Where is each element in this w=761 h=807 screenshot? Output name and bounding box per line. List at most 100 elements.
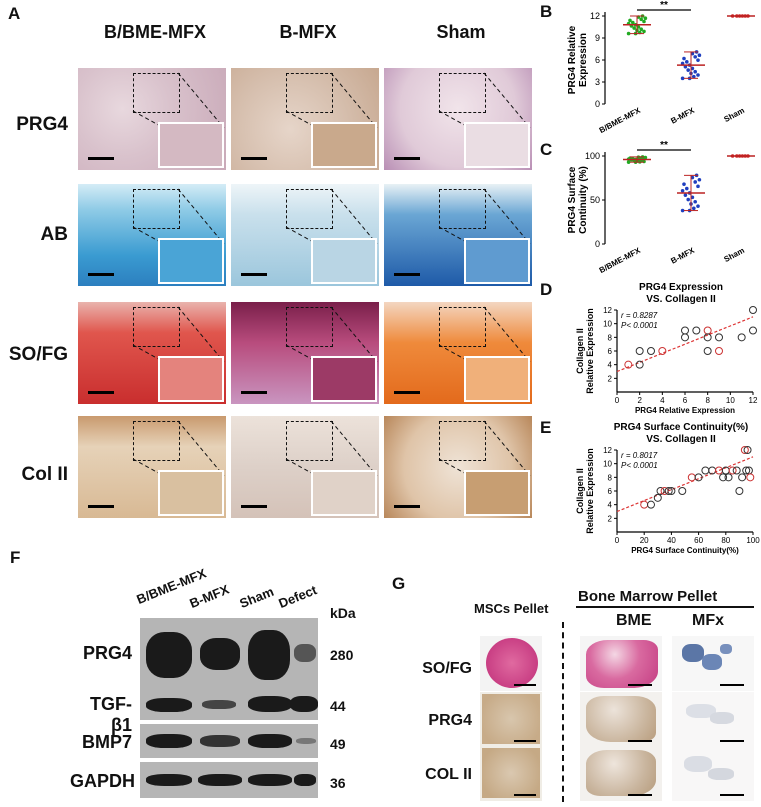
blot-prg4 (140, 618, 318, 690)
x-tick-label: 2 (637, 396, 642, 405)
histology-image (231, 302, 379, 404)
x-tick-label: 12 (749, 396, 758, 405)
y-axis-label: PRG4 RelativeExpression (567, 25, 589, 94)
x-tick-label: 6 (683, 396, 688, 405)
pellet-image (672, 692, 754, 747)
y-tick-label: 6 (595, 55, 600, 65)
y-tick-label: 3 (595, 77, 600, 87)
blot-label-prg4: PRG4 (82, 643, 132, 663)
data-point (740, 446, 749, 454)
pellet-image (480, 636, 542, 691)
correlation-r: r = 0.8017 (621, 451, 658, 460)
data-point (696, 58, 700, 62)
lane-label: Defect (276, 582, 319, 611)
x-tick-label: B/BME-MFX (598, 246, 643, 276)
data-point (735, 487, 744, 495)
x-tick-label: 0 (615, 536, 620, 545)
data-point (697, 177, 702, 182)
significance-marker: ** (660, 0, 668, 11)
data-point (715, 347, 723, 355)
data-point (715, 333, 723, 342)
blot-label-bmp7: BMP7 (81, 732, 132, 752)
data-point (682, 182, 686, 186)
data-point (724, 473, 733, 482)
data-point (660, 487, 669, 495)
data-point (692, 326, 701, 335)
data-point (685, 186, 689, 191)
y-tick-label: 4 (608, 361, 613, 370)
data-point (749, 326, 757, 335)
x-tick-label: 8 (705, 396, 710, 405)
data-point (626, 160, 631, 164)
x-tick-label: B-MFX (669, 246, 696, 266)
x-tick-label: 80 (721, 536, 730, 545)
panel-a-row-col2: Col II (21, 464, 68, 485)
data-point (738, 473, 747, 482)
data-point (703, 326, 712, 335)
y-tick-label: 50 (590, 195, 600, 205)
data-point (647, 347, 655, 355)
histology-image (384, 416, 532, 518)
chart-title: PRG4 Surface Continuity(%) VS. Collagen I… (614, 422, 748, 445)
kda-value-prg4: 280 (330, 647, 354, 663)
x-tick-label: 40 (667, 536, 676, 545)
y-tick-label: 100 (585, 151, 600, 161)
y-tick-label: 8 (608, 473, 613, 482)
x-tick-label: 20 (640, 536, 649, 545)
panel-d-letter: D (540, 280, 553, 299)
y-tick-label: 12 (603, 306, 612, 315)
y-axis-label: Collagen IIRelative Expression (575, 448, 595, 534)
blot-gapdh (140, 762, 318, 798)
data-point (732, 466, 741, 475)
histology-image (78, 184, 226, 286)
data-point (682, 56, 686, 61)
histology-image (384, 184, 532, 286)
significance-marker: ** (660, 140, 668, 151)
data-point (667, 487, 676, 495)
y-tick-label: 10 (603, 460, 612, 469)
chart-d: PRG4 Expression VS. Collagen II 2 4 6 8 10 12 0 2… (575, 282, 758, 415)
data-point (658, 347, 667, 355)
y-tick-label: 2 (608, 374, 613, 383)
data-point (703, 333, 712, 342)
data-point (737, 333, 746, 342)
data-point (693, 199, 697, 204)
panel-a-col-1: B/BME-MFX (104, 22, 206, 42)
blot-label-gapdh: GAPDH (70, 771, 136, 791)
data-point (680, 208, 685, 213)
trend-line (616, 456, 754, 513)
data-point (656, 487, 665, 495)
y-tick-label: 9 (595, 33, 600, 43)
data-point (642, 19, 646, 24)
data-point (696, 204, 700, 208)
x-tick-label: 0 (615, 396, 620, 405)
data-point (696, 73, 700, 77)
panel-c-letter: C (540, 140, 553, 159)
kda-value-bmp7: 49 (330, 736, 346, 752)
pellet-image (580, 746, 662, 801)
y-tick-label: 12 (590, 11, 600, 21)
histology-image (78, 68, 226, 170)
histology-image (78, 416, 226, 518)
data-point (653, 493, 662, 502)
data-point (687, 473, 696, 482)
histology-image (231, 416, 379, 518)
chart-title: PRG4 Expression VS. Collagen II (639, 282, 723, 305)
pellet-image (580, 636, 662, 691)
msc-pellet-label: MSCs Pellet (474, 601, 549, 616)
data-point (624, 360, 633, 369)
blot-tgfb1 (140, 688, 318, 720)
x-tick-label: Sham (722, 106, 745, 124)
kda-value-tgfb1: 44 (330, 698, 346, 714)
blot-label-tgfb1: TGF-β1 (90, 694, 132, 735)
y-tick-label: 6 (608, 347, 613, 356)
x-axis-label: PRG4 Surface Continuity(%) (631, 546, 739, 555)
data-point (631, 20, 635, 25)
histology-image (384, 302, 532, 404)
data-point (639, 27, 643, 32)
data-point (635, 360, 644, 369)
x-tick-label: B-MFX (669, 106, 696, 126)
data-point (632, 26, 636, 30)
panel-a-col-3: Sham (436, 22, 486, 42)
